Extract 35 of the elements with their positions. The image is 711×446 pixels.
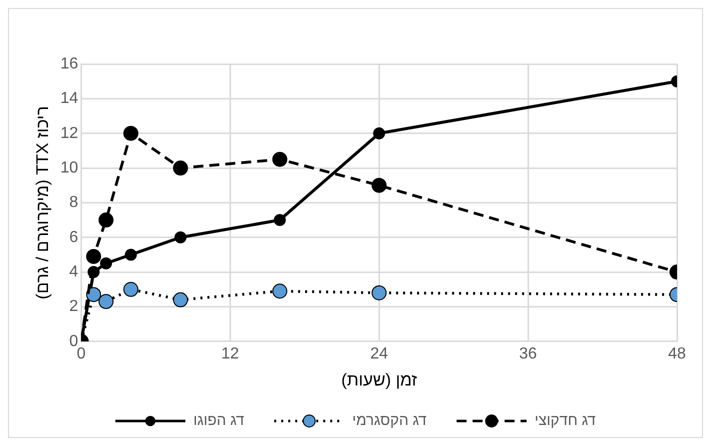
y-tick-label: 6: [69, 228, 78, 246]
legend-label: דג חדקוצי: [534, 412, 596, 430]
point: [272, 152, 288, 167]
point: [86, 248, 102, 264]
point: [373, 127, 386, 140]
y-tick-label: 8: [69, 194, 78, 212]
legend-label: דג הקסגרמי: [352, 412, 427, 430]
point: [274, 214, 286, 226]
y-tick-label: 2: [69, 298, 78, 316]
y-tick-label: 16: [60, 55, 78, 72]
point: [123, 282, 138, 297]
x-tick-label: 36: [519, 345, 538, 362]
y-axis-title: ריכוז TTX (מיקרוגרם / גרם): [32, 106, 52, 300]
point: [124, 248, 137, 261]
point: [100, 257, 112, 270]
point: [123, 126, 138, 141]
x-tick-label: 24: [370, 345, 388, 362]
y-tick-label: 14: [60, 90, 78, 108]
point: [372, 178, 387, 193]
point: [173, 292, 188, 308]
y-tick-label: 0: [69, 332, 78, 350]
y-tick-label: 4: [69, 263, 78, 280]
x-tick-label: 12: [221, 345, 240, 362]
point: [98, 212, 114, 228]
x-axis-title: זמן (שעות): [341, 370, 418, 390]
point: [272, 284, 288, 299]
x-tick-label: 48: [668, 345, 686, 362]
point: [98, 294, 114, 310]
y-tick-label: 10: [60, 159, 78, 176]
legend-label: דג הפוגו: [193, 412, 244, 430]
point: [86, 287, 102, 302]
y-tick-label: 12: [60, 124, 78, 142]
point: [174, 231, 186, 244]
point: [173, 160, 188, 176]
point: [372, 285, 387, 300]
